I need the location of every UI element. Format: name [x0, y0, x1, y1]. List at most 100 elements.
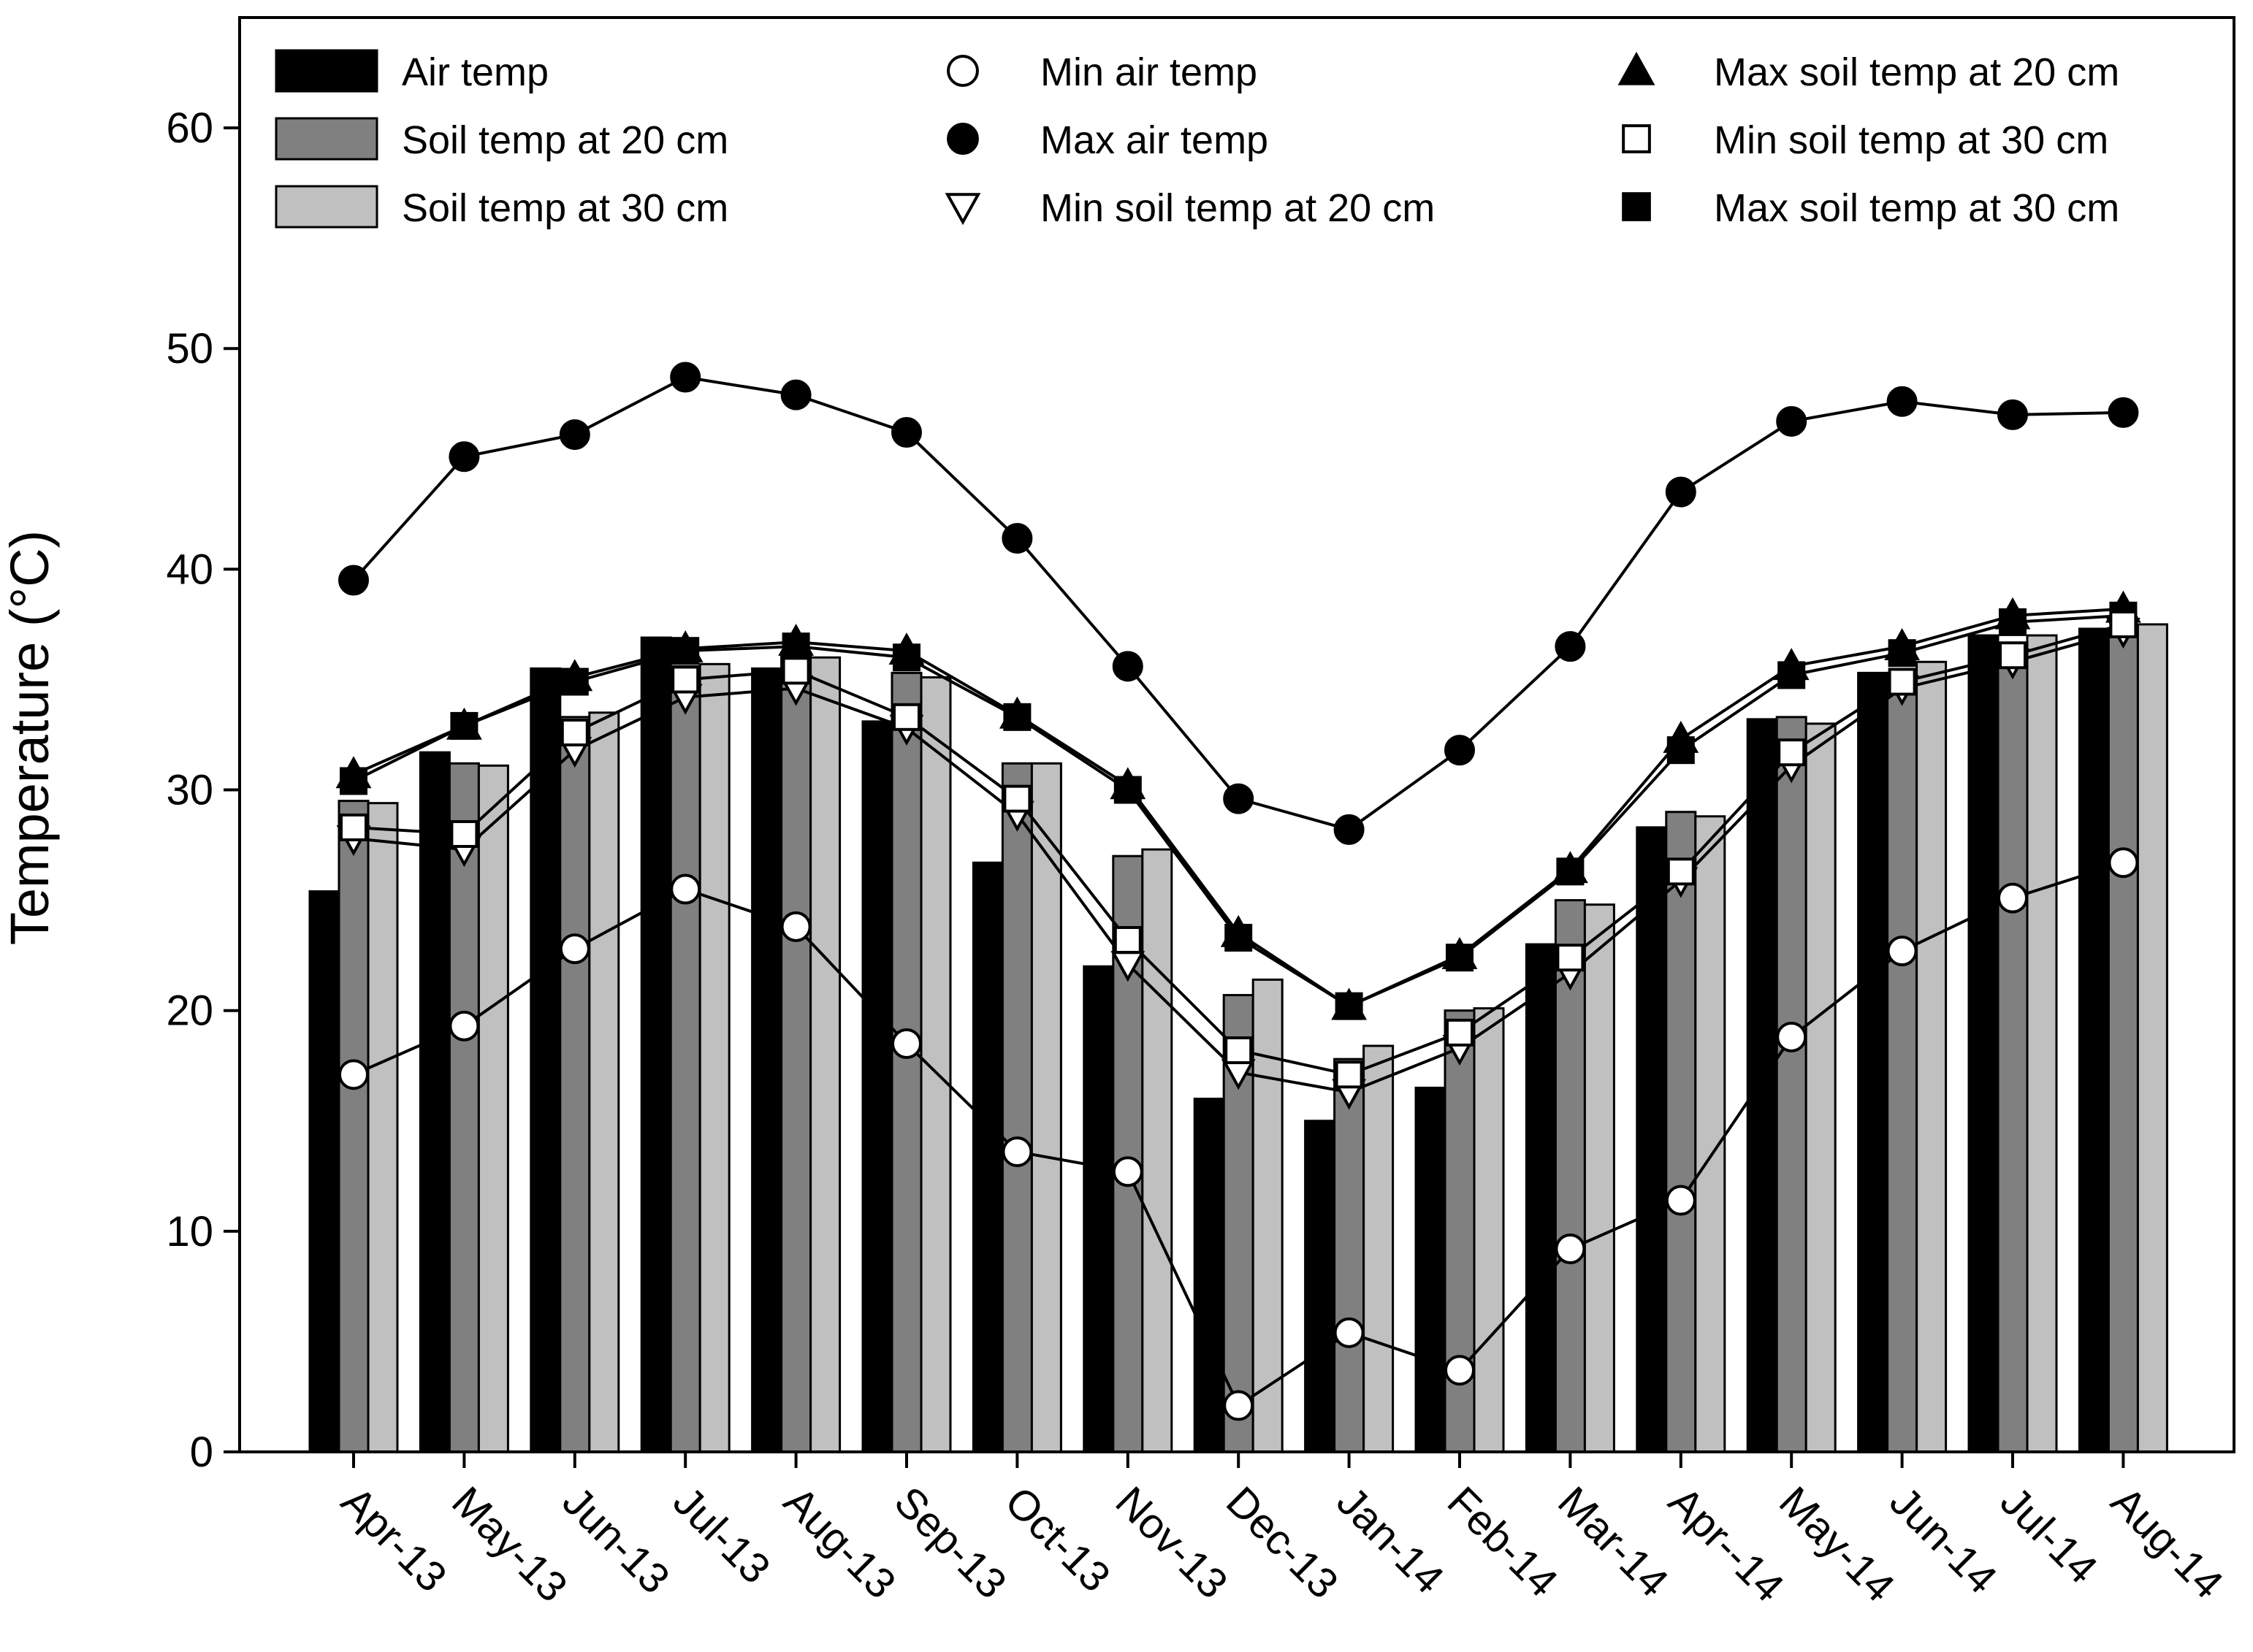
bar-air-temp-1: [419, 751, 451, 1453]
bar-soil-temp-at-20-cm-14: [1886, 671, 1918, 1453]
point-min-air-temp-7: [1112, 1156, 1143, 1188]
markers-layer: [335, 362, 2141, 1421]
y-tick-label-20: 20: [166, 987, 213, 1035]
point-max-soil-temp-at-30-cm-7: [1113, 776, 1142, 804]
bar-soil-temp-at-30-cm-16: [2136, 623, 2168, 1453]
point-min-air-temp-11: [1555, 1234, 1586, 1265]
point-max-soil-temp-at-30-cm-13: [1777, 661, 1806, 689]
point-min-soil-temp-at-30-cm-13: [1777, 738, 1806, 767]
bar-air-temp-12: [1636, 826, 1668, 1453]
x-tick-label-13: May-14: [1770, 1477, 1904, 1611]
point-max-air-temp-2: [559, 419, 590, 451]
legend-label-max-air-temp: Max air temp: [1040, 118, 1268, 162]
point-max-air-temp-9: [1333, 814, 1365, 845]
point-min-soil-temp-at-30-cm-15: [1999, 641, 2027, 670]
legend-label-min-soil-temp-at-20-cm: Min soil temp at 20 cm: [1040, 186, 1435, 230]
x-tick-label-9: Jan-14: [1327, 1477, 1452, 1602]
bar-soil-temp-at-30-cm-0: [367, 802, 399, 1453]
point-max-air-temp-12: [1665, 476, 1696, 508]
bar-air-temp-8: [1193, 1098, 1225, 1453]
bar-soil-temp-at-20-cm-15: [1997, 647, 2029, 1453]
point-max-air-temp-6: [1002, 523, 1033, 554]
point-max-soil-temp-at-30-cm-2: [560, 668, 589, 696]
point-max-air-temp-0: [338, 565, 369, 596]
point-min-soil-temp-at-30-cm-9: [1335, 1060, 1363, 1089]
point-max-air-temp-15: [1997, 399, 2028, 430]
y-axis-label: Temperature (°C): [0, 530, 60, 945]
point-max-air-temp-10: [1444, 735, 1475, 766]
x-tick-label-3: Jul-13: [664, 1477, 779, 1593]
bar-soil-temp-at-20-cm-16: [2107, 627, 2139, 1453]
point-min-soil-temp-at-30-cm-16: [2109, 610, 2138, 638]
point-min-air-temp-3: [670, 873, 701, 905]
point-max-soil-temp-at-30-cm-12: [1666, 736, 1695, 765]
bar-air-temp-14: [1857, 671, 1889, 1453]
point-min-air-temp-1: [449, 1010, 480, 1041]
bar-soil-temp-at-20-cm-11: [1554, 899, 1586, 1453]
x-tick-label-8: Dec-13: [1217, 1477, 1347, 1607]
bar-air-temp-9: [1304, 1120, 1336, 1453]
x-tick-label-15: Jul-14: [1991, 1477, 2107, 1593]
point-max-air-temp-4: [780, 379, 812, 410]
point-min-air-temp-15: [1997, 882, 2028, 914]
point-max-air-temp-1: [449, 441, 480, 473]
point-max-air-temp-5: [891, 417, 922, 448]
point-min-air-temp-5: [891, 1028, 922, 1060]
bar-soil-temp-at-20-cm-4: [780, 651, 812, 1453]
point-max-soil-temp-at-30-cm-8: [1224, 923, 1253, 952]
bar-soil-temp-at-20-cm-13: [1775, 716, 1807, 1453]
point-max-soil-temp-at-30-cm-11: [1556, 857, 1585, 886]
point-min-air-temp-10: [1444, 1355, 1475, 1386]
bar-air-temp-16: [2078, 627, 2110, 1453]
point-max-soil-temp-at-30-cm-9: [1335, 992, 1363, 1020]
bar-soil-temp-at-30-cm-5: [920, 676, 952, 1453]
point-max-air-temp-14: [1886, 386, 1918, 417]
point-min-soil-temp-at-30-cm-8: [1224, 1036, 1253, 1065]
bar-soil-temp-at-20-cm-2: [559, 716, 591, 1453]
point-max-air-temp-8: [1223, 783, 1254, 814]
point-min-soil-temp-at-30-cm-12: [1666, 857, 1695, 886]
bar-air-temp-6: [972, 861, 1004, 1453]
bar-soil-temp-at-30-cm-13: [1804, 722, 1837, 1453]
bar-soil-temp-at-20-cm-0: [338, 800, 370, 1453]
point-min-soil-temp-at-30-cm-5: [893, 703, 920, 731]
legend-label-air-temp: Air temp: [402, 50, 549, 94]
x-tick-label-14: Jun-14: [1880, 1477, 2005, 1602]
bar-soil-temp-at-20-cm-3: [669, 665, 701, 1453]
bar-soil-temp-at-30-cm-10: [1473, 1007, 1505, 1453]
point-max-soil-temp-at-30-cm-0: [340, 767, 367, 795]
y-tick-label-10: 10: [166, 1208, 213, 1255]
bar-soil-temp-at-30-cm-2: [588, 711, 620, 1453]
point-max-soil-temp-at-30-cm-10: [1446, 944, 1474, 972]
point-min-air-temp-2: [559, 933, 590, 965]
point-max-soil-temp-at-30-cm-6: [1003, 703, 1032, 731]
point-max-air-temp-7: [1112, 651, 1143, 682]
y-tick-label-30: 30: [166, 767, 213, 814]
legend-marker-min-soil-temp-at-30-cm: [1622, 124, 1651, 153]
x-tick-label-2: Jun-13: [554, 1477, 679, 1602]
legend-swatch-air-temp: [275, 49, 378, 93]
bar-air-temp-5: [861, 720, 893, 1453]
bar-air-temp-10: [1414, 1086, 1446, 1453]
bar-air-temp-3: [640, 636, 672, 1453]
point-min-soil-temp-at-30-cm-0: [340, 813, 367, 841]
legend-swatch-soil-temp-at-20-cm: [275, 117, 378, 161]
point-max-air-temp-13: [1776, 405, 1807, 437]
point-max-soil-temp-at-30-cm-1: [450, 711, 479, 740]
bar-air-temp-15: [1967, 634, 2000, 1453]
point-min-soil-temp-at-30-cm-4: [782, 657, 810, 685]
point-min-air-temp-6: [1002, 1136, 1033, 1168]
bar-air-temp-0: [308, 890, 340, 1453]
bar-soil-temp-at-30-cm-4: [809, 656, 842, 1453]
point-max-air-temp-3: [670, 362, 701, 393]
x-tick-label-10: Feb-14: [1438, 1477, 1567, 1606]
legend-marker-max-air-temp: [947, 123, 979, 155]
bar-air-temp-7: [1083, 965, 1115, 1453]
legend-marker-min-soil-temp-at-20-cm: [945, 193, 981, 226]
bar-soil-temp-at-30-cm-12: [1694, 815, 1726, 1453]
point-min-soil-temp-at-30-cm-3: [671, 665, 700, 694]
point-min-air-temp-16: [2108, 847, 2139, 879]
y-tick-label-60: 60: [166, 104, 213, 152]
point-min-soil-temp-at-30-cm-10: [1446, 1018, 1474, 1047]
point-max-soil-temp-at-30-cm-14: [1888, 639, 1916, 668]
